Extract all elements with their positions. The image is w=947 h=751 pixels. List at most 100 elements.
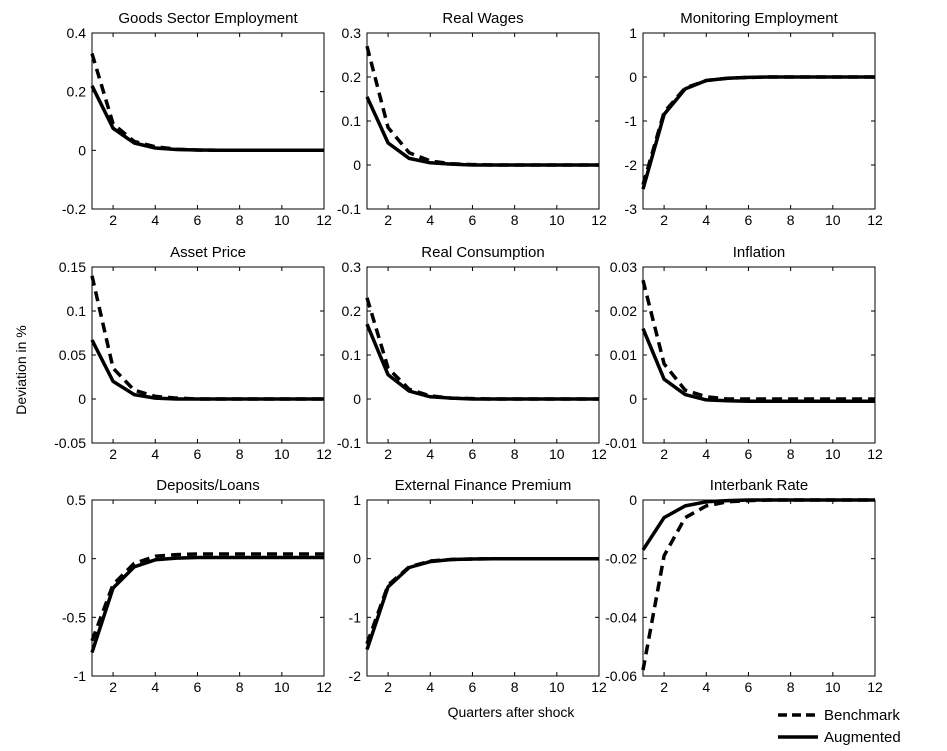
y-tick-label: -0.2 [62, 201, 86, 217]
panel-real-wages: Real Wages -0.1 0 0.1 0.2 0.3 2 4 6 8 10 12 [337, 10, 607, 228]
y-tick-label: 0.15 [59, 259, 86, 275]
y-tick-label: -3 [625, 201, 638, 217]
panel-goods-sector-employment: Goods Sector Employment -0.2 0 0.2 0.4 2 4 6 8 10… [62, 10, 332, 228]
x-tick-label: 12 [591, 446, 607, 462]
series-line-augmented [90, 339, 324, 401]
x-tick-label: 2 [660, 446, 668, 462]
y-tick-label: 0.2 [342, 303, 362, 319]
x-tick-label: 2 [660, 212, 668, 228]
x-tick-label: 6 [745, 446, 753, 462]
plot-frame [366, 32, 600, 210]
y-tick-label: 0 [78, 551, 86, 567]
panel-title: Monitoring Employment [680, 10, 838, 27]
x-tick-label: 4 [426, 212, 434, 228]
x-tick-label: 10 [274, 212, 290, 228]
y-tick-label: 0 [629, 391, 637, 407]
x-tick-label: 2 [660, 679, 668, 695]
y-tick-label: 0.5 [67, 492, 87, 508]
panel-interbank-rate: Interbank Rate -0.06 -0.04 -0.02 0 2 4 6 8 10 12 [605, 477, 883, 695]
plot-frame [366, 266, 600, 444]
x-tick-label: 12 [591, 212, 607, 228]
x-tick-label: 6 [745, 679, 753, 695]
series-line-benchmark [641, 279, 875, 401]
x-tick-label: 10 [825, 212, 841, 228]
x-tick-label: 4 [702, 446, 710, 462]
panel-title: Deposits/Loans [156, 477, 259, 494]
plot-frame [91, 32, 325, 210]
x-tick-label: 2 [109, 446, 117, 462]
y-tick-label: 0 [353, 157, 361, 173]
y-tick-label: 0.1 [342, 113, 362, 129]
panel-title: Asset Price [170, 244, 246, 261]
x-tick-label: 2 [109, 212, 117, 228]
y-tick-label: -0.1 [337, 435, 361, 451]
y-tick-label: 0.2 [67, 84, 87, 100]
x-tick-label: 4 [151, 446, 159, 462]
x-tick-label: 12 [867, 212, 883, 228]
x-tick-label: 8 [236, 446, 244, 462]
legend: Benchmark Augmented [778, 707, 901, 746]
series-line-augmented [365, 323, 599, 401]
x-tick-label: 6 [194, 679, 202, 695]
x-tick-label: 4 [702, 679, 710, 695]
y-tick-label: -0.05 [54, 435, 86, 451]
y-tick-label: 1 [629, 25, 637, 41]
y-tick-label: 0.1 [67, 303, 87, 319]
series-line-augmented [641, 327, 875, 403]
plot-frame [91, 266, 325, 444]
series-line-augmented [365, 556, 599, 651]
y-tick-label: -1 [349, 609, 362, 625]
y-tick-label: -0.06 [605, 668, 637, 684]
series-line-augmented [90, 85, 324, 153]
y-tick-label: -0.1 [337, 201, 361, 217]
x-tick-label: 2 [384, 679, 392, 695]
x-tick-label: 8 [236, 212, 244, 228]
y-tick-label: -0.5 [62, 609, 86, 625]
y-tick-label: 0 [353, 551, 361, 567]
y-tick-label: 0.02 [610, 303, 637, 319]
x-tick-label: 8 [511, 212, 519, 228]
x-axis-label: Quarters after shock [448, 704, 576, 720]
x-tick-label: 2 [384, 446, 392, 462]
y-tick-label: 0.05 [59, 347, 86, 363]
x-tick-label: 8 [787, 212, 795, 228]
y-tick-label: -0.04 [605, 609, 637, 625]
x-tick-label: 8 [236, 679, 244, 695]
x-tick-label: 6 [469, 446, 477, 462]
y-tick-label: -1 [625, 113, 638, 129]
legend-augmented-label: Augmented [824, 729, 901, 746]
y-tick-label: 0.1 [342, 347, 362, 363]
x-tick-label: 12 [316, 446, 332, 462]
y-tick-label: 0 [78, 391, 86, 407]
y-tick-label: 0.3 [342, 259, 362, 275]
y-tick-label: 0.01 [610, 347, 637, 363]
y-tick-label: 0 [78, 142, 86, 158]
x-tick-label: 8 [511, 446, 519, 462]
plot-frame [642, 266, 876, 444]
panel-deposits-loans: Deposits/Loans -1 -0.5 0 0.5 2 4 6 8 10 12 [62, 477, 332, 695]
x-tick-label: 4 [426, 679, 434, 695]
series-line-benchmark [365, 45, 599, 167]
series-line-augmented [641, 498, 875, 551]
series-line-augmented [90, 555, 324, 654]
y-tick-label: -2 [349, 668, 362, 684]
plot-frame [642, 32, 876, 210]
panel-inflation: Inflation -0.01 0 0.01 0.02 0.03 2 4 6 8 10 12 [605, 244, 883, 462]
x-tick-label: 6 [469, 212, 477, 228]
x-tick-label: 4 [151, 212, 159, 228]
series-line-benchmark [641, 75, 875, 186]
x-tick-label: 6 [745, 212, 753, 228]
y-tick-label: 0 [629, 492, 637, 508]
series-line-augmented [365, 96, 599, 167]
y-axis-label: Deviation in % [13, 325, 29, 415]
x-tick-label: 12 [316, 679, 332, 695]
panel-title: Inflation [733, 244, 786, 261]
series-line-benchmark [365, 556, 599, 645]
x-tick-label: 4 [702, 212, 710, 228]
series-line-benchmark [90, 552, 324, 642]
legend-benchmark-label: Benchmark [824, 707, 900, 724]
x-tick-label: 10 [825, 679, 841, 695]
y-tick-label: -0.01 [605, 435, 637, 451]
plot-frame [91, 499, 325, 677]
